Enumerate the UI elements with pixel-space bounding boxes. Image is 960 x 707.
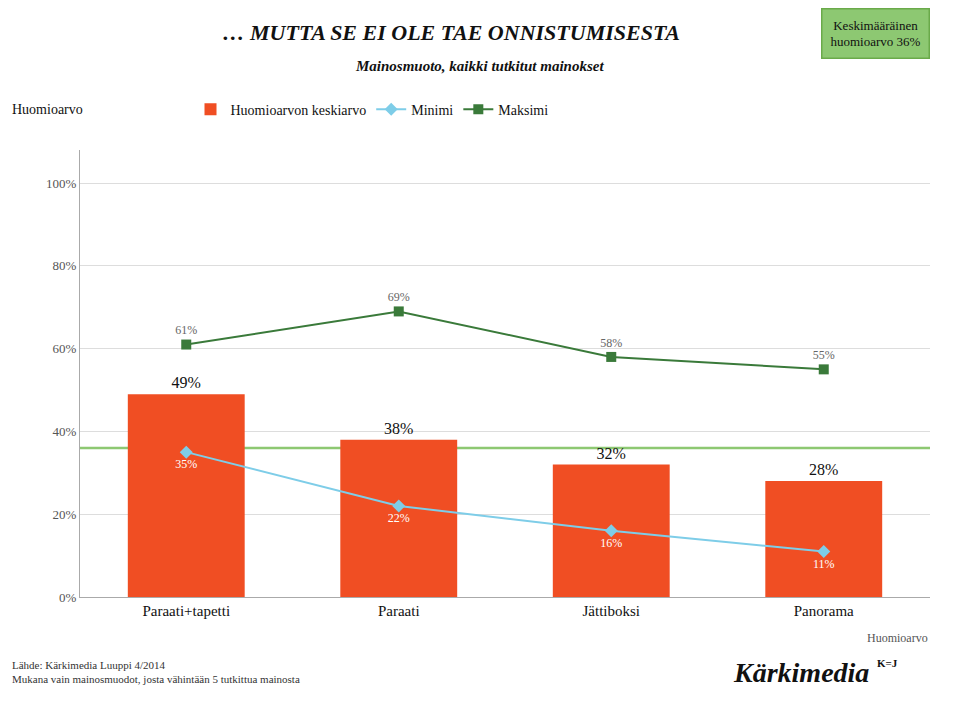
svg-text:Jättiboksi: Jättiboksi bbox=[582, 603, 640, 619]
svg-text:40%: 40% bbox=[53, 424, 77, 439]
svg-text:Panorama: Panorama bbox=[794, 603, 854, 619]
svg-text:Mainosmuoto, kaikki tutkitut m: Mainosmuoto, kaikki tutkitut mainokset bbox=[355, 58, 604, 74]
svg-text:38%: 38% bbox=[384, 420, 413, 437]
svg-text:Maksimi: Maksimi bbox=[498, 103, 548, 118]
svg-text:Huomioarvon keskiarvo: Huomioarvon keskiarvo bbox=[231, 103, 367, 118]
svg-text:Kärkimedia: Kärkimedia bbox=[733, 657, 869, 688]
svg-text:0%: 0% bbox=[59, 590, 77, 605]
svg-text:11%: 11% bbox=[813, 557, 835, 571]
svg-text:61%: 61% bbox=[175, 323, 197, 337]
svg-text:Huomioarvo: Huomioarvo bbox=[867, 631, 928, 645]
svg-text:20%: 20% bbox=[53, 507, 77, 522]
svg-text:55%: 55% bbox=[813, 348, 835, 362]
svg-text:Minimi: Minimi bbox=[411, 103, 453, 118]
svg-text:69%: 69% bbox=[388, 290, 410, 304]
svg-text:K=J: K=J bbox=[877, 657, 898, 669]
svg-text:49%: 49% bbox=[172, 374, 201, 391]
svg-text:Keskimääräinenhuomioarvo 36%: Keskimääräinenhuomioarvo 36% bbox=[831, 18, 921, 50]
svg-text:Huomioarvo: Huomioarvo bbox=[12, 102, 83, 117]
svg-text:Lähde: Kärkimedia Luuppi 4/201: Lähde: Kärkimedia Luuppi 4/2014Mukana va… bbox=[12, 659, 300, 685]
svg-text:32%: 32% bbox=[597, 445, 626, 462]
svg-text:35%: 35% bbox=[175, 457, 197, 471]
svg-text:100%: 100% bbox=[46, 176, 77, 191]
svg-text:… MUTTA SE EI OLE TAE ONNISTUM: … MUTTA SE EI OLE TAE ONNISTUMISESTA bbox=[223, 20, 680, 45]
svg-text:22%: 22% bbox=[388, 511, 410, 525]
svg-text:Paraati: Paraati bbox=[378, 603, 420, 619]
svg-text:Paraati+tapetti: Paraati+tapetti bbox=[142, 603, 230, 619]
svg-text:58%: 58% bbox=[600, 336, 622, 350]
svg-text:16%: 16% bbox=[600, 536, 622, 550]
svg-text:80%: 80% bbox=[53, 258, 77, 273]
svg-text:28%: 28% bbox=[809, 461, 838, 478]
svg-text:60%: 60% bbox=[53, 341, 77, 356]
